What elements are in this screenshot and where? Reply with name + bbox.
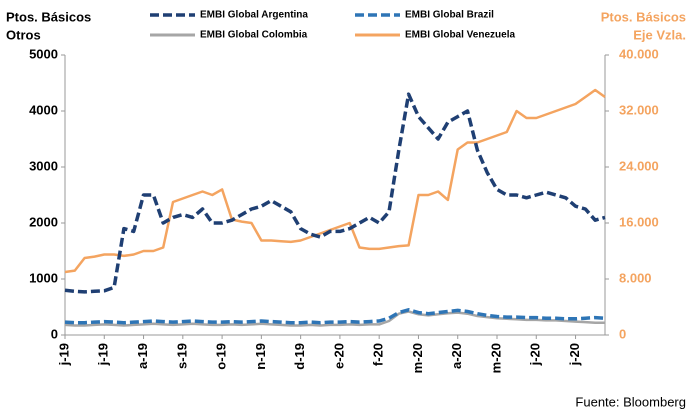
x-tick-label: s-19 <box>174 343 189 369</box>
y2-axis-label: Eje Vzla. <box>633 27 686 42</box>
legend-label: EMBI Global Colombia <box>200 30 308 41</box>
x-tick-label: m-20 <box>410 343 425 373</box>
x-tick-label: n-19 <box>253 343 268 370</box>
series-line <box>64 92 606 294</box>
series-line <box>64 310 605 327</box>
series-line <box>64 88 606 274</box>
y2-tick-label: 32.000 <box>619 102 659 117</box>
y-axis-label: Ptos. Básicos <box>6 9 91 24</box>
legend-label: EMBI Global Venezuela <box>405 30 515 41</box>
y2-tick-label: 24.000 <box>619 158 659 173</box>
y-tick-label: 5000 <box>29 46 58 61</box>
x-tick-label: j-20 <box>567 343 582 366</box>
x-tick-label: j-19 <box>56 343 71 366</box>
y-tick-label: 1000 <box>29 270 58 285</box>
x-tick-label: e-20 <box>331 343 346 369</box>
y-tick-label: 0 <box>51 326 58 341</box>
source: Fuente: Bloomberg <box>575 394 686 409</box>
x-tick-label: f-20 <box>371 343 386 366</box>
y-tick-label: 4000 <box>29 102 58 117</box>
legend-label: EMBI Global Argentina <box>200 10 308 21</box>
y2-axis-label: Ptos. Básicos <box>601 9 686 24</box>
x-tick-label: j-20 <box>528 343 543 366</box>
x-tick-label: j-19 <box>96 343 111 366</box>
y2-tick-label: 8.000 <box>619 270 652 285</box>
y-tick-label: 2000 <box>29 214 58 229</box>
x-tick-label: o-19 <box>214 343 229 370</box>
x-tick-label: m-20 <box>488 343 503 373</box>
legend-label: EMBI Global Brazil <box>405 10 494 21</box>
y2-tick-label: 16.000 <box>619 214 659 229</box>
y-tick-label: 3000 <box>29 158 58 173</box>
x-tick-label: a-20 <box>449 343 464 369</box>
y-axis-label: Otros <box>6 27 41 42</box>
y2-tick-label: 0 <box>619 326 626 341</box>
x-tick-label: a-19 <box>135 343 150 369</box>
y2-tick-label: 40.000 <box>619 46 659 61</box>
x-tick-label: d-19 <box>292 343 307 370</box>
